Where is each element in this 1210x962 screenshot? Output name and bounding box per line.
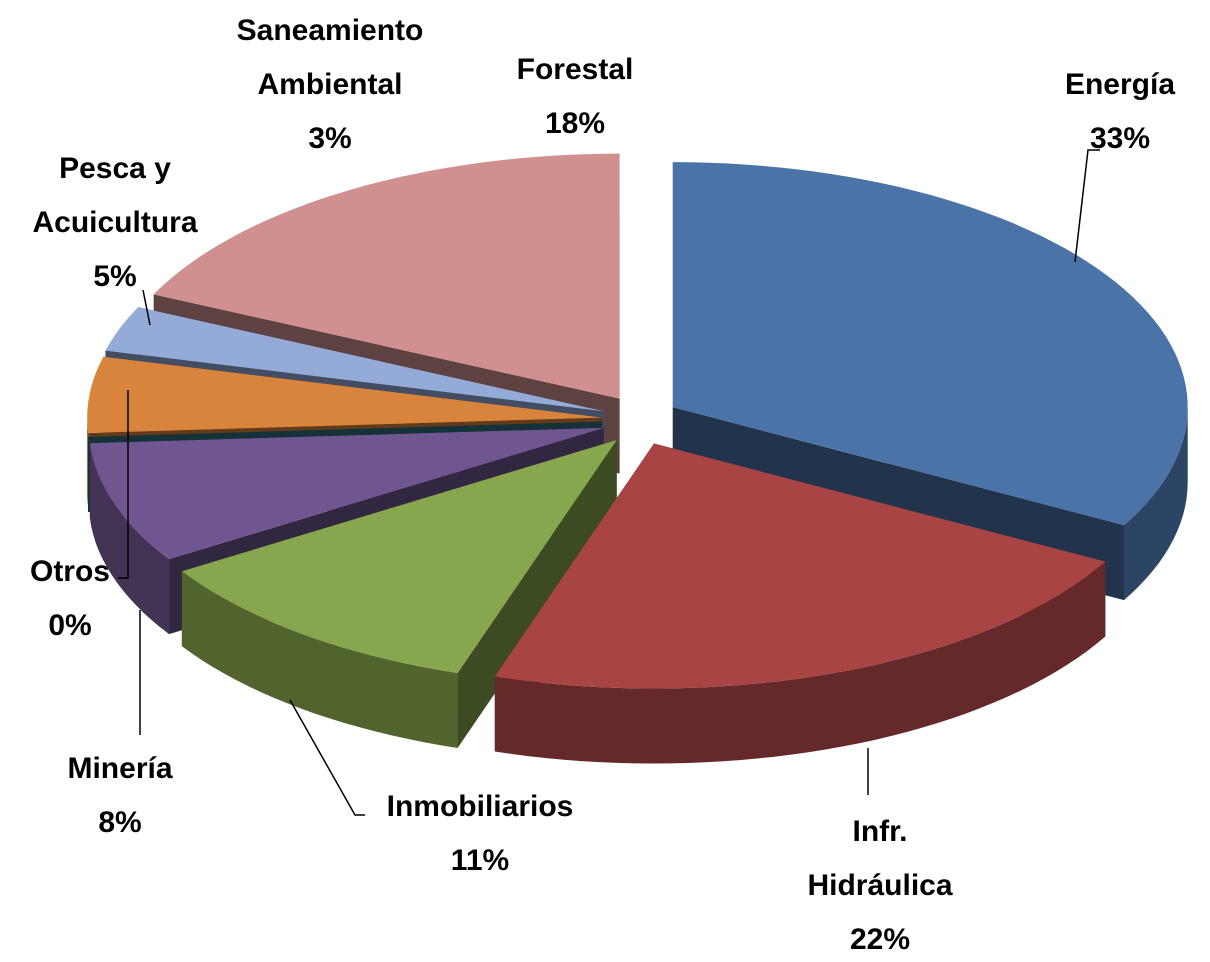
category-label: Forestal [495, 43, 655, 97]
value-label: 33% [1040, 112, 1200, 166]
leader-line [1075, 150, 1100, 262]
value-label: 18% [495, 97, 655, 151]
value-label: 0% [0, 599, 140, 653]
value-label: 5% [5, 250, 225, 304]
category-label: Inmobiliarios [350, 780, 610, 834]
category-label: Energía [1040, 58, 1200, 112]
category-label: Pesca y Acuicultura [5, 142, 225, 250]
category-label: Otros [0, 545, 140, 599]
category-label: Minería [30, 742, 210, 796]
value-label: 8% [30, 796, 210, 850]
category-label: Saneamiento Ambiental [210, 4, 450, 112]
chart: Energía33% Infr. Hidráulica22% Inmobiliari… [0, 0, 1210, 962]
value-label: 11% [350, 834, 610, 888]
value-label: 22% [790, 913, 970, 962]
category-label: Infr. Hidráulica [790, 805, 970, 913]
value-label: 3% [210, 112, 450, 166]
